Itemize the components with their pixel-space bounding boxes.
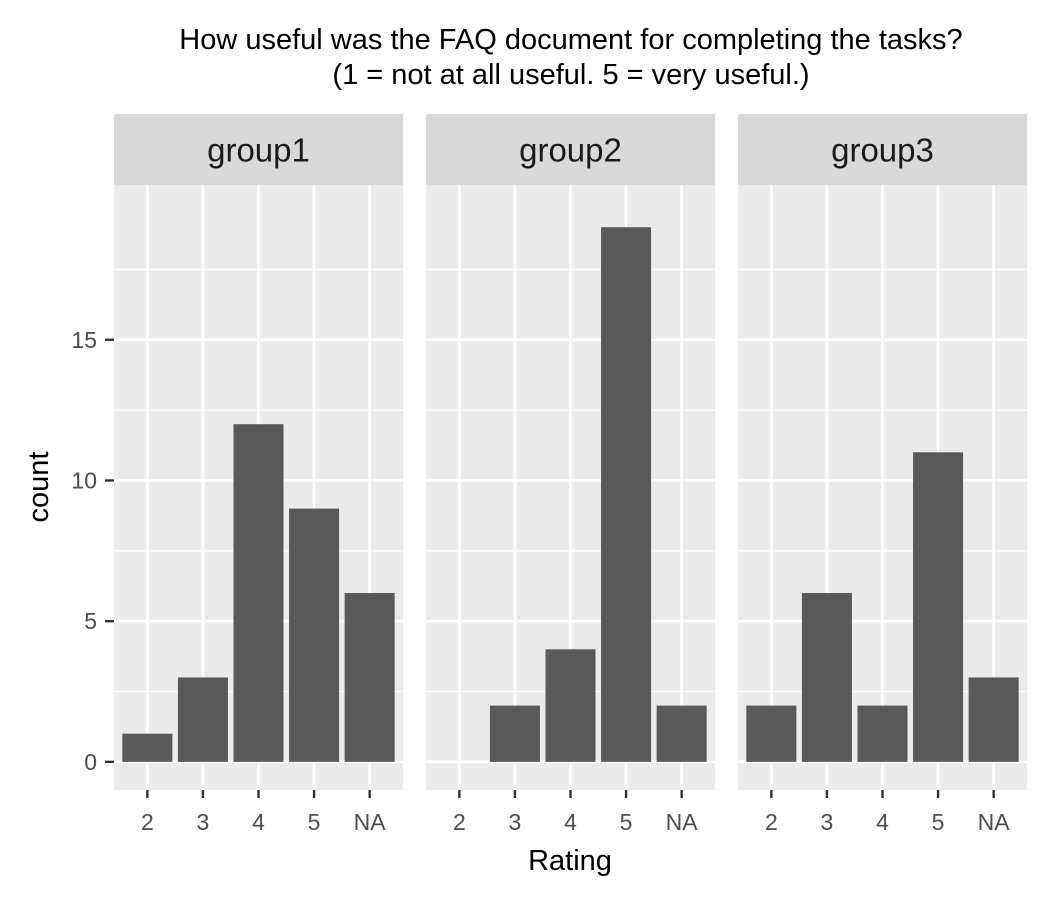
facet-panels: group1 2 3 4 5 NA group2 2 3 4 5 NA group3 2 3 4 5 NA <box>114 114 1027 835</box>
x-tick-label: 4 <box>252 809 265 835</box>
x-tick-label: NA <box>666 809 699 835</box>
y-axis: 0 5 10 15 <box>71 327 114 775</box>
bar-group3-5 <box>913 452 964 762</box>
facet-strip <box>114 114 403 185</box>
x-tick-label: 5 <box>620 809 633 835</box>
x-tick-label: 2 <box>141 809 154 835</box>
facet-strip-label: group1 <box>207 132 310 169</box>
bar-group1-5 <box>289 508 340 762</box>
facet-strip-label: group2 <box>519 132 622 169</box>
x-tick-label: 5 <box>308 809 321 835</box>
x-tick-label: 4 <box>876 809 889 835</box>
bar-group2-5 <box>601 227 652 762</box>
x-tick-label: NA <box>354 809 387 835</box>
bar-group1-4 <box>233 424 284 762</box>
x-axis-title: Rating <box>528 845 612 877</box>
bar-group2-3 <box>489 705 540 762</box>
bar-group3-NA <box>968 677 1019 762</box>
y-tick-label: 5 <box>84 608 97 634</box>
x-tick-label: 5 <box>932 809 945 835</box>
facet-panel-group3: group3 2 3 4 5 NA <box>738 114 1027 835</box>
bar-group2-4 <box>545 649 596 762</box>
x-tick-label: 3 <box>197 809 210 835</box>
bar-group3-3 <box>801 593 852 762</box>
chart-subtitle: (1 = not at all useful. 5 = very useful.… <box>332 59 809 91</box>
y-tick-label: 0 <box>84 749 97 775</box>
bar-group2-NA <box>656 705 707 762</box>
x-tick-label: 4 <box>564 809 577 835</box>
x-tick-label: NA <box>978 809 1011 835</box>
facet-strip <box>738 114 1027 185</box>
x-tick-label: 3 <box>821 809 834 835</box>
chart-title: How useful was the FAQ document for comp… <box>179 24 962 56</box>
facet-strip <box>426 114 715 185</box>
x-tick-label: 3 <box>509 809 522 835</box>
bar-group3-2 <box>746 705 797 762</box>
bar-group1-2 <box>122 733 173 762</box>
facet-panel-group1: group1 2 3 4 5 NA <box>114 114 403 835</box>
facet-strip-label: group3 <box>831 132 934 169</box>
y-tick-label: 15 <box>71 327 97 353</box>
bar-group1-3 <box>177 677 228 762</box>
x-tick-label: 2 <box>453 809 466 835</box>
y-axis-title: count <box>23 452 55 523</box>
bar-group3-4 <box>857 705 908 762</box>
bar-group1-NA <box>344 593 395 762</box>
x-tick-label: 2 <box>765 809 778 835</box>
y-tick-label: 10 <box>71 467 97 493</box>
facet-panel-group2: group2 2 3 4 5 NA <box>426 114 715 835</box>
